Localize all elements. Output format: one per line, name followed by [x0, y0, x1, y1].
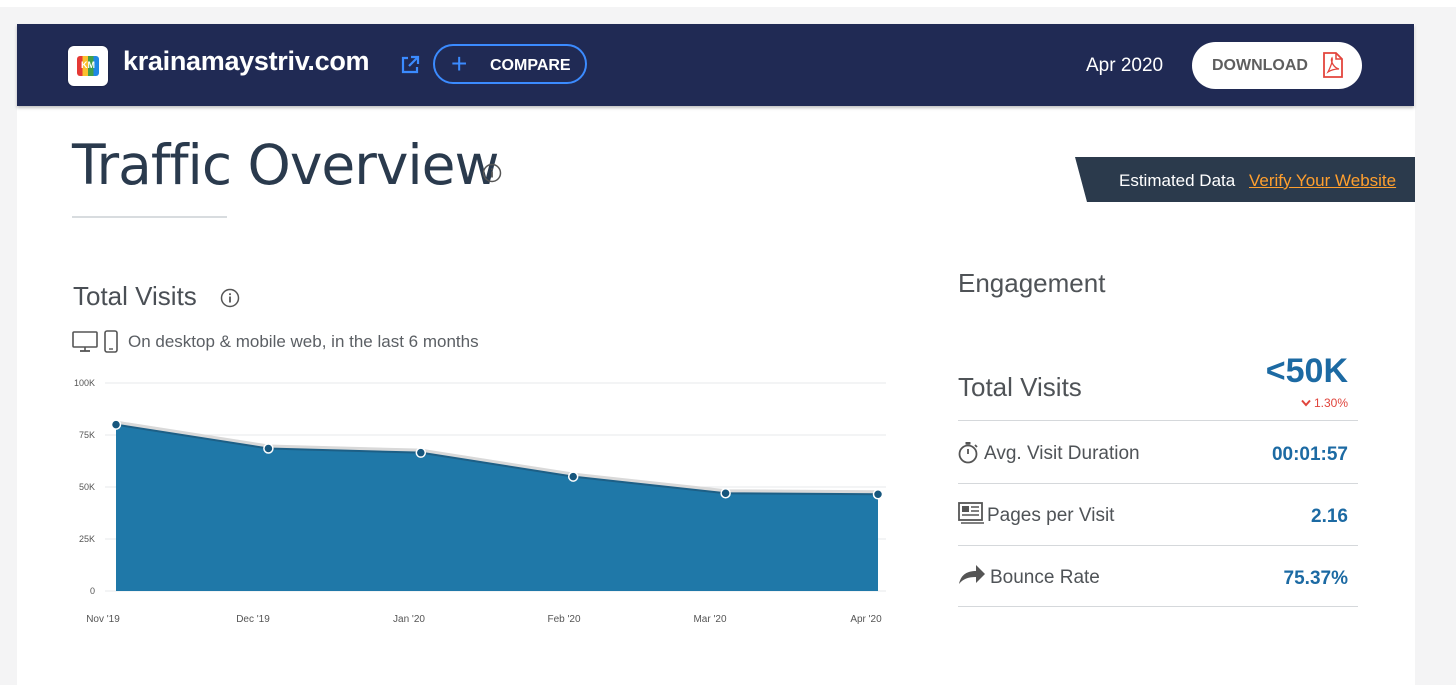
bounce-rate-value: 75.37% [1283, 568, 1348, 589]
title-underline [72, 216, 227, 218]
info-icon[interactable] [220, 288, 240, 313]
y-tick-label: 75K [79, 430, 95, 440]
avg-visit-duration-label: Avg. Visit Duration [984, 443, 1140, 464]
pdf-icon [1322, 52, 1344, 83]
total-visits-change-value: 1.30% [1313, 396, 1348, 410]
engagement-divider [958, 545, 1358, 546]
y-tick-label: 0 [90, 586, 95, 596]
bounce-rate-label: Bounce Rate [990, 567, 1100, 588]
visits-line [115, 423, 879, 496]
site-favicon: KM [68, 46, 108, 86]
total-visits-change: 1.30% [1290, 396, 1348, 410]
engagement-heading: Engagement [958, 268, 1106, 298]
pages-per-visit-value: 2.16 [1311, 506, 1348, 527]
verify-website-link[interactable]: Verify Your Website [1249, 171, 1397, 190]
external-link-icon[interactable] [400, 55, 420, 80]
data-point[interactable] [110, 419, 122, 430]
device-icons [72, 330, 122, 359]
top-strip [0, 0, 1456, 7]
data-point[interactable] [263, 443, 274, 454]
engagement-total-visits-label: Total Visits [958, 372, 1082, 402]
mobile-icon [104, 330, 118, 353]
download-button[interactable]: DOWNLOAD [1192, 42, 1362, 89]
data-point[interactable] [567, 471, 579, 482]
engagement-divider [958, 420, 1358, 421]
data-point[interactable] [720, 487, 731, 499]
total-visits-subtitle: On desktop & mobile web, in the last 6 m… [128, 332, 479, 351]
bounce-arrow-icon [958, 564, 986, 591]
x-tick-label: Dec '19 [236, 614, 270, 625]
desktop-icon [72, 331, 98, 352]
y-tick-label: 50K [79, 482, 95, 492]
engagement-divider [958, 483, 1358, 484]
data-point[interactable] [415, 447, 427, 458]
compare-button[interactable]: + COMPARE [433, 44, 587, 84]
total-visits-heading: Total Visits [73, 281, 197, 311]
x-tick-label: Apr '20 [850, 614, 882, 625]
pages-icon [958, 502, 984, 529]
avg-visit-duration-value: 00:01:57 [1271, 444, 1348, 465]
page-title: Traffic Overview [72, 133, 499, 197]
stopwatch-icon [958, 441, 980, 470]
estimated-data-banner: Estimated Data Verify Your Website [1075, 157, 1415, 202]
data-point[interactable] [872, 489, 884, 500]
download-label: DOWNLOAD [1212, 57, 1308, 74]
total-visits-chart: 0 25K 50K 75K 100K Nov '19 Dec '19 Jan '20 Feb … [74, 378, 886, 625]
engagement-total-visits-value: <50K [1265, 352, 1348, 390]
visits-area [116, 424, 878, 591]
chevron-down-icon [1301, 396, 1311, 410]
x-tick-label: Nov '19 [86, 614, 120, 625]
estimated-data-label: Estimated Data [1119, 171, 1236, 190]
x-tick-label: Feb '20 [547, 614, 580, 625]
favicon-logo: KM [77, 56, 99, 76]
y-tick-label: 100K [74, 378, 95, 388]
y-tick-label: 25K [79, 534, 95, 544]
info-icon[interactable] [482, 163, 502, 188]
pages-per-visit-label: Pages per Visit [987, 505, 1115, 526]
site-header: KM krainamaystriv.com + COMPARE Apr 2020… [17, 24, 1414, 106]
x-tick-label: Mar '20 [693, 614, 726, 625]
favicon-text: KM [81, 60, 95, 70]
domain-name[interactable]: krainamaystriv.com [123, 46, 370, 76]
plus-icon: + [451, 48, 468, 79]
x-tick-label: Jan '20 [393, 614, 425, 625]
compare-label: COMPARE [490, 57, 571, 74]
date-selector[interactable]: Apr 2020 [1086, 55, 1164, 76]
engagement-divider [958, 606, 1358, 607]
